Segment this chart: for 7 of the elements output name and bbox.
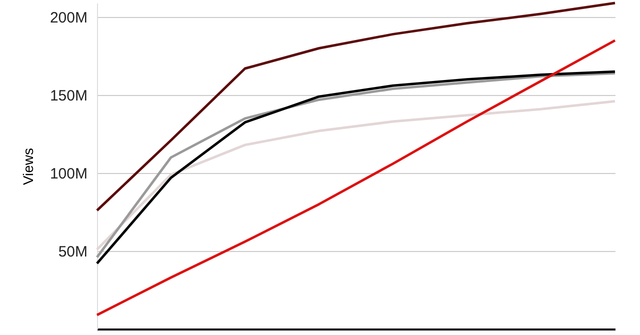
y-tick-label: 50M — [58, 244, 88, 261]
line-series — [96, 39, 616, 316]
y-tick-label: 100M — [50, 166, 88, 183]
y-tick-label: 150M — [50, 88, 88, 105]
y-axis-title: Views — [20, 148, 36, 186]
line-series — [96, 2, 616, 212]
y-tick-label: 200M — [50, 10, 88, 27]
